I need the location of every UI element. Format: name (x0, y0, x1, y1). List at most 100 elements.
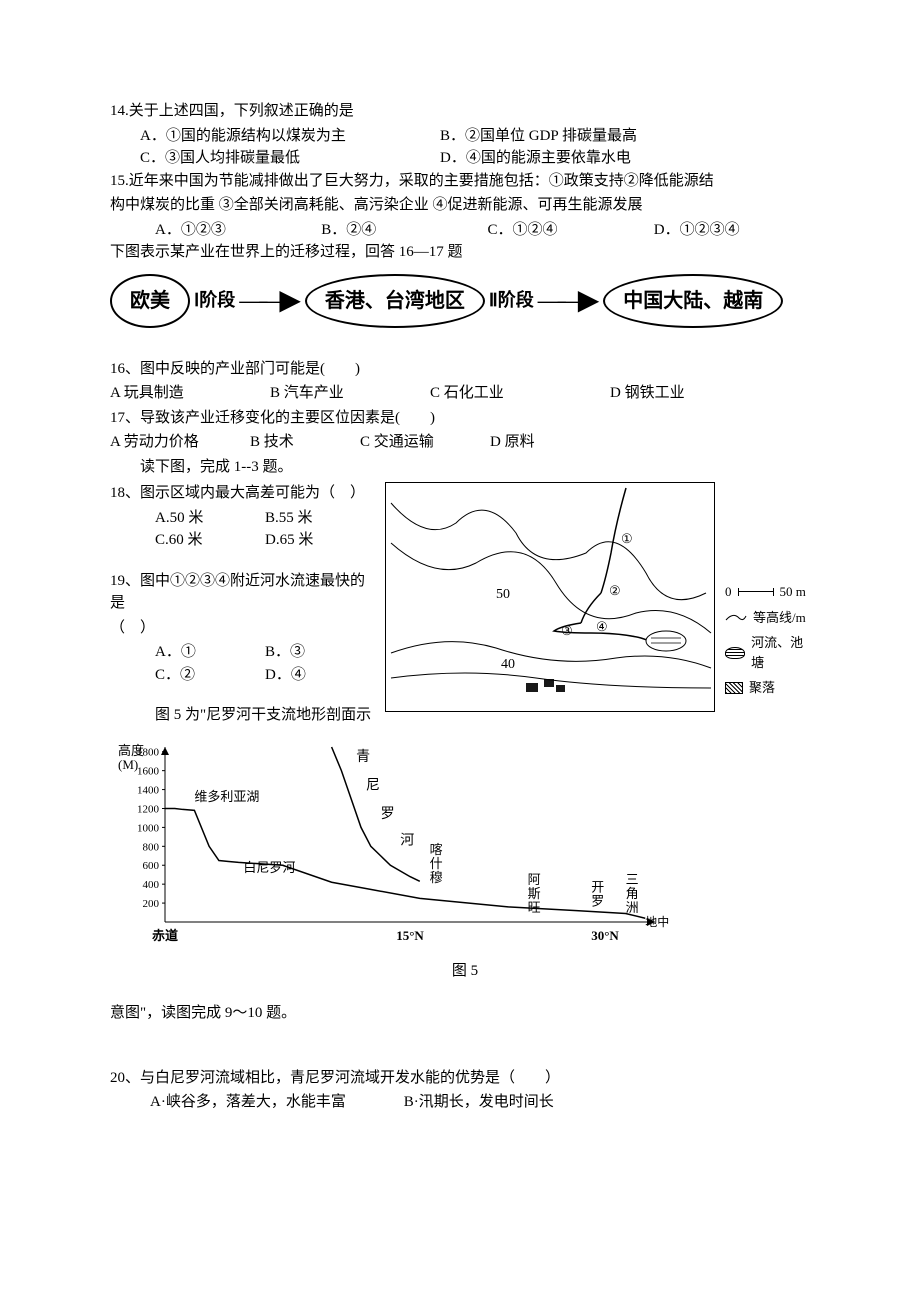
svg-text:(M): (M) (118, 757, 138, 772)
q19-row1: A．① B．③ (110, 641, 375, 664)
svg-text:三: 三 (626, 872, 639, 887)
svg-text:尼: 尼 (366, 778, 380, 793)
svg-text:200: 200 (143, 898, 160, 910)
q18-A: A.50 米 (155, 507, 265, 530)
flow-diagram: 欧美 Ⅰ阶段 ——▶ 香港、台湾地区 Ⅱ阶段 ——▶ 中国大陆、越南 (110, 274, 820, 328)
svg-text:角: 角 (626, 886, 639, 901)
q17-C: C 交通运输 (360, 431, 490, 454)
map-c40: 40 (501, 657, 515, 672)
q17-opts: A 劳动力价格 B 技术 C 交通运输 D 原料 (110, 431, 820, 454)
map-legend: 0 50 m 等高线/m 河流、池塘 聚落 (725, 482, 810, 704)
flow-node-1: 欧美 (110, 274, 190, 328)
q15-D: D．①②③④ (654, 219, 820, 242)
q17-B: B 技术 (250, 431, 360, 454)
contour-map: 50 40 ① ② ③ ④ (385, 482, 715, 712)
svg-text:白尼罗河: 白尼罗河 (243, 859, 295, 874)
q14-D: D．④国的能源主要依靠水电 (440, 147, 820, 170)
q18-stem: 18、图示区域内最大高差可能为（ ） (110, 482, 375, 505)
q19-D: D．④ (265, 664, 375, 687)
q19-row2: C．② D．④ (110, 664, 375, 687)
legend-contour-label: 等高线/m (753, 608, 806, 628)
q17-D: D 原料 (490, 431, 535, 454)
q14-row1: A．①国的能源结构以煤炭为主 B．②国单位 GDP 排碳量最高 (110, 125, 820, 148)
q14-row2: C．③国人均排碳量最低 D．④国的能源主要依靠水电 (110, 147, 820, 170)
flow-stage-1: Ⅰ阶段 (194, 287, 235, 314)
legend-river-label: 河流、池塘 (751, 633, 810, 672)
svg-text:30°N: 30°N (591, 928, 619, 943)
q17-A: A 劳动力价格 (110, 431, 250, 454)
q20-opts: A·峡谷多，落差大，水能丰富 B·汛期长，发电时间长 (110, 1091, 820, 1114)
q18-D: D.65 米 (265, 529, 375, 552)
svg-text:罗: 罗 (591, 893, 604, 908)
svg-text:喀: 喀 (430, 841, 443, 856)
q19-stem2: （ ） (110, 617, 375, 640)
fig5-intro: 图 5 为"尼罗河干支流地形剖面示 (110, 704, 375, 727)
read-below: 读下图，完成 1--3 题。 (110, 456, 820, 479)
legend-scale-50: 50 m (780, 582, 806, 602)
q16-C: C 石化工业 (430, 382, 610, 405)
svg-text:800: 800 (143, 841, 160, 853)
left-questions: 18、图示区域内最大高差可能为（ ） A.50 米 B.55 米 C.60 米 … (110, 482, 375, 729)
flow-arrow-2: ——▶ (538, 287, 592, 315)
map-p2: ② (609, 583, 621, 598)
legend-contour: 等高线/m (725, 608, 810, 628)
svg-text:高度: 高度 (118, 743, 144, 758)
flow-stage-2: Ⅱ阶段 (489, 287, 534, 314)
svg-text:维多利亚湖: 维多利亚湖 (194, 788, 259, 803)
q16-B: B 汽车产业 (270, 382, 430, 405)
svg-text:斯: 斯 (528, 886, 541, 901)
q14-C: C．③国人均排碳量最低 (140, 147, 440, 170)
svg-text:青: 青 (356, 749, 370, 765)
fig5-outro: 意图"，读图完成 9～10 题。 (110, 1002, 820, 1025)
map-p1: ① (621, 531, 633, 546)
q14-B: B．②国单位 GDP 排碳量最高 (440, 125, 820, 148)
q18-row1: A.50 米 B.55 米 (110, 507, 375, 530)
q19-C: C．② (155, 664, 265, 687)
flow-node-2: 香港、台湾地区 (305, 274, 485, 328)
q19-B: B．③ (265, 641, 375, 664)
q14-A: A．①国的能源结构以煤炭为主 (140, 125, 440, 148)
q15-stem2: 构中煤炭的比重 ③全部关闭高耗能、高污染企业 ④促进新能源、可再生能源发展 (110, 194, 820, 217)
q20-stem: 20、与白尼罗河流域相比，青尼罗河流域开发水能的优势是（ ） (110, 1067, 820, 1090)
map-region: 18、图示区域内最大高差可能为（ ） A.50 米 B.55 米 C.60 米 … (110, 482, 820, 729)
map-p4: ④ (596, 619, 608, 634)
svg-text:什: 什 (430, 855, 443, 870)
q16-opts: A 玩具制造 B 汽车产业 C 石化工业 D 钢铁工业 (110, 382, 820, 405)
svg-text:开: 开 (591, 879, 604, 894)
q18-row2: C.60 米 D.65 米 (110, 529, 375, 552)
svg-text:罗: 罗 (381, 806, 395, 821)
flow-arrow-1: ——▶ (239, 287, 293, 315)
svg-text:赤道: 赤道 (152, 928, 178, 943)
q18-C: C.60 米 (155, 529, 265, 552)
q16-D: D 钢铁工业 (610, 382, 685, 405)
map-p3: ③ (561, 623, 573, 638)
q18-B: B.55 米 (265, 507, 375, 530)
q19-stem1: 19、图中①②③④附近河水流速最快的是 (110, 570, 375, 615)
flow-intro: 下图表示某产业在世界上的迁移过程，回答 16—17 题 (110, 241, 820, 264)
fig5-caption: 图 5 (110, 960, 820, 983)
q20-A: A·峡谷多，落差大，水能丰富 (150, 1091, 400, 1114)
q15-stem1: 15.近年来中国为节能减排做出了巨大努力，采取的主要措施包括：①政策支持②降低能… (110, 170, 820, 193)
legend-village: 聚落 (725, 678, 810, 698)
flow-node-3: 中国大陆、越南 (603, 274, 783, 328)
svg-text:600: 600 (143, 860, 160, 872)
q14-stem: 14.关于上述四国，下列叙述正确的是 (110, 100, 820, 123)
legend-village-label: 聚落 (749, 678, 775, 698)
svg-text:穆: 穆 (430, 869, 443, 884)
legend-scale: 0 50 m (725, 582, 810, 602)
svg-text:1400: 1400 (137, 784, 160, 796)
q16-A: A 玩具制造 (110, 382, 270, 405)
nile-profile-chart: 20040060080010001200140016001800高度(M)赤道1… (110, 737, 820, 952)
q19-A: A．① (155, 641, 265, 664)
svg-text:河: 河 (400, 832, 414, 848)
q15-A: A．①②③ (155, 219, 321, 242)
chart-svg: 20040060080010001200140016001800高度(M)赤道1… (110, 737, 670, 952)
svg-text:15°N: 15°N (396, 928, 424, 943)
svg-text:1600: 1600 (137, 765, 160, 777)
q15-opts: A．①②③ B．②④ C．①②④ D．①②③④ (110, 219, 820, 242)
hatch-icon (725, 682, 743, 694)
svg-text:1000: 1000 (137, 822, 160, 834)
q17-stem: 17、导致该产业迁移变化的主要区位因素是( ) (110, 407, 820, 430)
legend-river: 河流、池塘 (725, 633, 810, 672)
svg-text:400: 400 (143, 879, 160, 891)
